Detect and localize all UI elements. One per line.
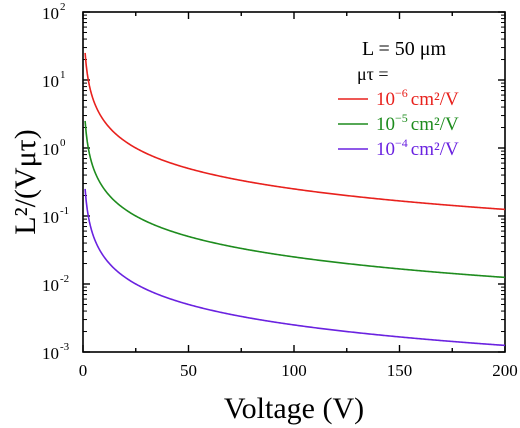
series-layer: [84, 52, 506, 347]
y-tick-exponent: 2: [60, 1, 66, 13]
y-tick-label: 10: [42, 208, 59, 227]
y-tick-exponent: -1: [60, 205, 69, 217]
y-tick-exponent: -2: [60, 273, 69, 285]
legend-label: 10−6 cm²/V: [376, 86, 459, 110]
x-tick-label: 0: [79, 361, 88, 380]
series-line-1: [84, 52, 506, 211]
legend: 10−6 cm²/V10−5 cm²/V10−4 cm²/V: [338, 86, 459, 160]
series-line-2: [84, 120, 506, 279]
y-tick-label: 10: [42, 276, 59, 295]
x-tick-label: 50: [180, 361, 197, 380]
plot-frame: [82, 11, 506, 353]
series-line-3: [84, 188, 506, 347]
x-axis-title: Voltage (V): [224, 392, 364, 425]
y-tick-exponent: -3: [60, 341, 70, 353]
y-tick-exponent: 1: [60, 69, 66, 81]
legend-label: 10−4 cm²/V: [376, 136, 459, 160]
x-tick-label: 100: [281, 361, 307, 380]
y-axis-title: L²/(Vμτ): [9, 129, 42, 234]
x-tick-label: 150: [387, 361, 413, 380]
y-tick-exponent: 0: [60, 137, 66, 149]
y-tick-label: 10: [42, 140, 59, 159]
legend-title: μτ =: [357, 64, 389, 84]
y-tick-label: 10: [42, 344, 59, 363]
y-tick-label: 10: [42, 72, 59, 91]
x-tick-label: 200: [492, 361, 518, 380]
legend-label: 10−5 cm²/V: [376, 111, 459, 135]
annotation-length: L = 50 μm: [362, 38, 446, 60]
y-tick-label: 10: [42, 4, 59, 23]
